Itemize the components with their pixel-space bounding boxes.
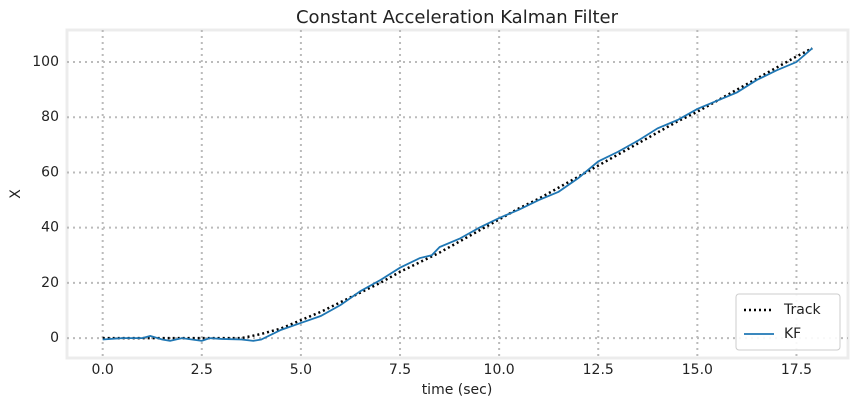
y-tick-label: 80 [41,109,59,125]
y-tick-label: 40 [41,220,59,236]
y-tick-label: 60 [41,164,59,180]
plot-frame [65,28,850,360]
y-tick-label: 0 [50,330,59,346]
y-tick-label: 20 [41,275,59,291]
line-series [102,47,813,342]
x-tick-label: 5.0 [290,362,312,378]
legend-label: KF [784,326,801,342]
legend-label: Track [783,302,822,318]
x-axis-label: time (sec) [422,382,493,398]
x-tick-label: 0.0 [92,362,114,378]
chart-title: Constant Acceleration Kalman Filter [296,7,619,28]
x-tick-label: 15.0 [682,362,713,378]
x-tick-label: 17.5 [781,362,812,378]
y-tick-label: 100 [32,54,59,70]
legend-box [735,293,841,351]
x-tick-label: 2.5 [191,362,213,378]
x-tick-label: 10.0 [484,362,515,378]
x-tick-label: 7.5 [389,362,411,378]
y-axis-label: X [8,189,24,199]
x-tick-label: 12.5 [583,362,614,378]
